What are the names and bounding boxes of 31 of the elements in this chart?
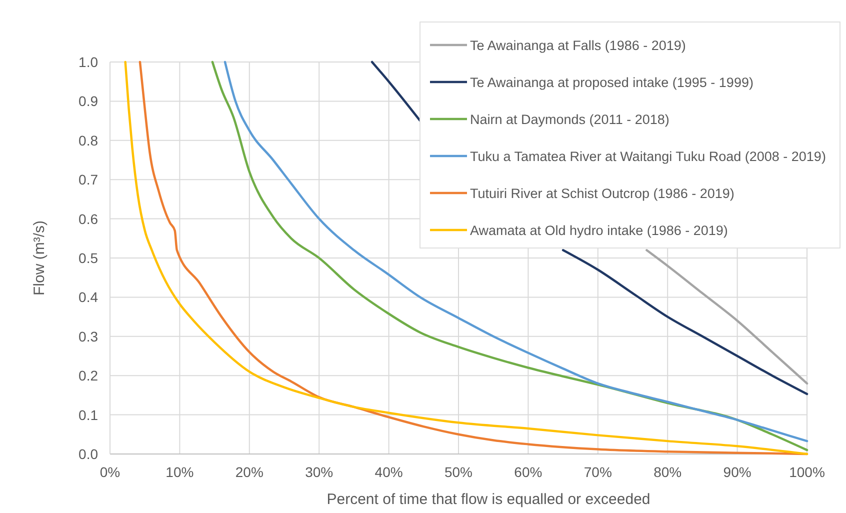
line-series [646, 249, 808, 385]
x-tick-label: 50% [444, 464, 473, 480]
x-tick-label: 70% [584, 464, 612, 480]
legend-label: Tutuiri River at Schist Outcrop (1986 - 2019) [470, 186, 734, 201]
y-axis-title: Flow (m³/s) [31, 220, 48, 296]
legend-label: Te Awainanga at proposed intake (1995 - 1999) [470, 75, 754, 90]
x-tick-label: 60% [514, 464, 542, 480]
y-tick-label: 0.0 [78, 446, 98, 462]
y-tick-label: 0.4 [78, 289, 98, 306]
y-tick-label: 1.0 [78, 54, 98, 70]
x-tick-label: 40% [374, 464, 403, 480]
x-tick-label: 100% [789, 464, 825, 480]
y-tick-label: 0.1 [78, 406, 98, 423]
y-tick-label: 0.9 [78, 93, 98, 110]
x-axis-title: Percent of time that flow is equalled or exceeded [326, 491, 650, 508]
legend-label: Nairn at Daymonds (2011 - 2018) [470, 112, 670, 127]
x-tick-label: 10% [166, 464, 194, 480]
x-tick-label: 80% [654, 464, 682, 480]
y-tick-label: 0.7 [78, 172, 98, 188]
legend-label: Awamata at Old hydro intake (1986 - 2019) [470, 223, 728, 238]
y-tick-label: 0.8 [78, 132, 98, 148]
x-tick-label: 90% [723, 464, 752, 480]
y-tick-label: 0.2 [78, 368, 98, 384]
legend-label: Te Awainanga at Falls (1986 - 2019) [470, 38, 686, 53]
y-tick-label: 0.5 [78, 250, 98, 266]
x-tick-label: 0% [100, 464, 120, 480]
x-tick-label: 20% [235, 464, 264, 480]
y-tick-label: 0.3 [78, 328, 98, 344]
legend-label: Tuku a Tamatea River at Waitangi Tuku Road (2008 - 2019) [470, 149, 826, 164]
x-tick-label: 30% [305, 464, 334, 480]
y-tick-label: 0.6 [78, 210, 98, 227]
